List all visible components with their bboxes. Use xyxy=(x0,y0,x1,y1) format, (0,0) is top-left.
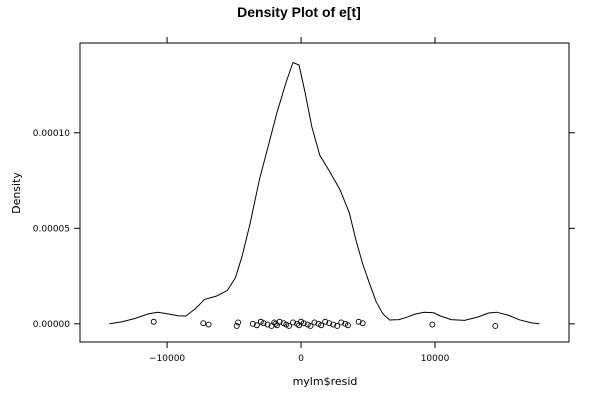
residual-point xyxy=(330,321,337,328)
x-tick-label: 10000 xyxy=(421,354,450,364)
y-tick-label: 0.00000 xyxy=(33,320,70,330)
residual-point xyxy=(344,322,351,329)
residual-point xyxy=(355,318,362,325)
residual-point xyxy=(311,319,318,326)
x-axis: −10000 0 10000 xyxy=(149,37,450,364)
y-axis: 0.00000 0.00005 0.00010 xyxy=(33,129,575,330)
residual-point xyxy=(286,322,292,329)
residual-point xyxy=(200,320,207,327)
residual-point xyxy=(249,320,256,327)
residual-point xyxy=(253,322,260,329)
residual-point xyxy=(264,321,271,328)
plot-frame xyxy=(79,42,570,343)
residual-point xyxy=(322,318,329,325)
chart-title: Density Plot of e[t] xyxy=(237,4,361,20)
y-tick-label: 0.00010 xyxy=(33,129,70,139)
residual-point xyxy=(318,322,325,329)
density-curve xyxy=(109,61,540,325)
residual-point xyxy=(235,319,242,326)
y-tick-label: 0.00005 xyxy=(33,224,70,234)
plot-area xyxy=(109,61,540,329)
residual-point xyxy=(307,322,314,329)
x-axis-label: mylm$resid xyxy=(293,375,358,388)
residual-point xyxy=(233,322,240,329)
residual-point xyxy=(359,320,366,327)
residual-point xyxy=(276,318,283,325)
residual-point xyxy=(429,321,436,328)
residual-point xyxy=(334,322,341,329)
x-tick-label: 0 xyxy=(298,354,304,364)
residual-point xyxy=(326,320,333,327)
residual-point xyxy=(338,319,345,326)
residual-point xyxy=(492,322,499,329)
residual-point xyxy=(300,320,307,327)
residual-point xyxy=(290,319,296,326)
residual-point xyxy=(150,318,157,325)
residual-point xyxy=(205,321,212,328)
x-tick-label: −10000 xyxy=(149,354,185,364)
y-axis-label: Density xyxy=(10,172,23,214)
residual-point xyxy=(260,320,267,327)
